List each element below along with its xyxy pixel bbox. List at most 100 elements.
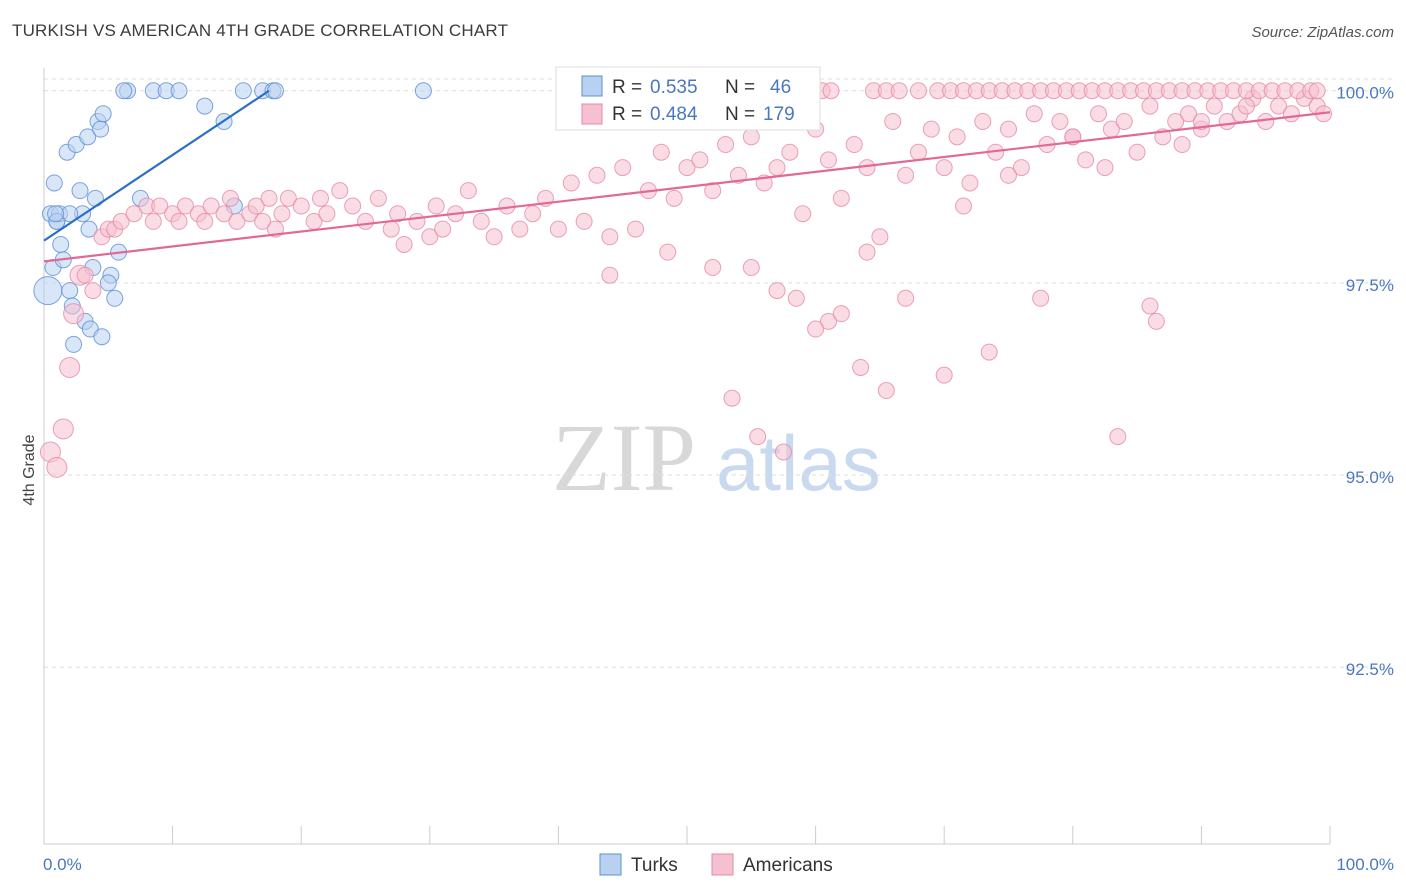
legend-turks-n: 46 [770, 77, 791, 98]
americans-point [1012, 159, 1030, 177]
americans-point [344, 197, 362, 215]
americans-point [318, 205, 336, 223]
turks-point [196, 97, 214, 115]
americans-point [974, 112, 992, 130]
americans-point [279, 189, 297, 207]
americans-point [151, 197, 169, 215]
americans-point [678, 159, 696, 177]
americans-point [1000, 120, 1017, 138]
americans-point [1141, 97, 1159, 115]
legend-americans-r: 0.484 [650, 104, 698, 125]
turks-point [65, 335, 83, 353]
americans-point [247, 197, 265, 215]
americans-point [1128, 143, 1146, 161]
trend-lines [43, 89, 1331, 263]
americans-point [1237, 97, 1255, 115]
americans-point [659, 243, 677, 261]
americans-point [922, 120, 940, 138]
americans-point [311, 189, 329, 207]
legend-turks-r: 0.535 [650, 77, 698, 98]
americans-point [421, 228, 439, 246]
y-tick-label: 95.0% [1346, 468, 1394, 487]
americans-point [742, 259, 760, 277]
legend-r-label-turks: R = [612, 77, 642, 98]
legend-americans-swatch [581, 103, 603, 125]
americans-point [1257, 112, 1275, 130]
y-tick-label: 92.5% [1346, 660, 1394, 679]
americans-point [980, 343, 998, 361]
americans-point [63, 303, 85, 325]
americans-point [292, 197, 310, 215]
americans-point [768, 159, 786, 177]
americans-point [1308, 82, 1326, 100]
americans-point [472, 212, 490, 230]
x-tick-max: 100.0% [1336, 855, 1394, 874]
americans-point [819, 312, 837, 330]
turks-point [99, 274, 117, 292]
americans-point [845, 136, 863, 154]
americans-point [434, 220, 452, 238]
americans-point [1077, 151, 1095, 169]
americans-point [717, 136, 735, 154]
americans-point [1173, 136, 1191, 154]
americans-point [819, 151, 837, 169]
americans-point [112, 212, 130, 230]
americans-point [1192, 112, 1210, 130]
americans-point [749, 428, 767, 446]
bottom-legend-americans-label[interactable]: Americans [743, 855, 833, 876]
americans-point [627, 220, 645, 238]
americans-point [1051, 112, 1069, 130]
americans-point [76, 266, 94, 284]
americans-point [215, 205, 233, 223]
turks-point [170, 82, 188, 100]
source-label[interactable]: Source: ZipAtlas.com [1251, 24, 1394, 41]
americans-point [794, 205, 812, 223]
americans-point [369, 189, 387, 207]
turks-point [52, 235, 70, 253]
americans-point [254, 212, 272, 230]
x-tick-min: 0.0% [43, 855, 82, 874]
americans-point [961, 174, 979, 192]
americans-point [858, 243, 876, 261]
turks-point [61, 282, 79, 300]
americans-point [723, 389, 741, 407]
watermark-zip: ZIP [552, 404, 696, 511]
americans-point [704, 182, 722, 200]
americans-point [832, 305, 850, 323]
watermark-atlas: atlas [716, 419, 881, 507]
stats-legend: R = 0.535 N = 46 R = 0.484 N = 179 [555, 66, 821, 131]
americans-point [260, 189, 278, 207]
bottom-legend-turks-label[interactable]: Turks [631, 855, 678, 876]
americans-point [562, 174, 580, 192]
legend-n-label-turks: N = [725, 77, 755, 98]
americans-point [395, 235, 413, 253]
americans-point [524, 205, 542, 223]
americans-point [877, 382, 895, 400]
bottom-legend-turks-swatch[interactable] [599, 853, 622, 876]
americans-point [601, 266, 619, 284]
americans-point [614, 159, 632, 177]
americans-point [427, 197, 445, 215]
americans-point [665, 189, 683, 207]
americans-point [144, 212, 162, 230]
americans-point [389, 205, 407, 223]
americans-point [1090, 105, 1108, 123]
turks-point [47, 205, 65, 223]
legend-turks-swatch [581, 75, 603, 97]
americans-point [357, 212, 374, 230]
americans-point [228, 212, 246, 230]
americans-point [652, 143, 670, 161]
americans-point [459, 182, 477, 200]
americans-point [221, 189, 239, 207]
americans-point [691, 151, 709, 169]
americans-point [46, 456, 68, 478]
americans-point [890, 82, 908, 100]
americans-point [822, 82, 840, 100]
americans-point [909, 143, 927, 161]
turks-point [414, 82, 432, 100]
americans-point [485, 228, 503, 246]
americans-point [897, 166, 915, 184]
y-axis-label: 4th Grade [21, 434, 38, 505]
bottom-legend-americans-swatch[interactable] [711, 853, 734, 876]
turks-point [94, 105, 112, 123]
